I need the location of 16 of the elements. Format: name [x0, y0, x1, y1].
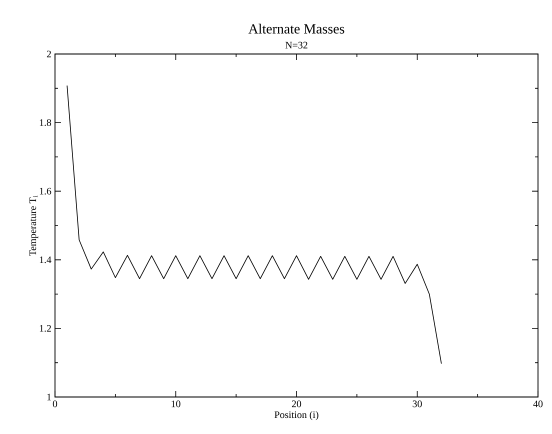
- y-tick-label: 2: [46, 50, 51, 58]
- chart-title: Alternate Masses: [248, 24, 344, 34]
- x-tick-label: 40: [533, 400, 543, 408]
- x-axis-title: Position (i): [274, 411, 318, 420]
- x-tick-label: 10: [172, 400, 180, 408]
- y-tick-label: 1: [47, 394, 51, 400]
- x-tick-label: 20: [292, 400, 302, 408]
- chart-subtitle: N=32: [285, 42, 308, 48]
- y-tick-label: 1.8: [40, 119, 52, 126]
- y-tick-label: 1.4: [40, 256, 52, 264]
- y-axis-title: Temperature T$_{i}$: [30, 196, 38, 256]
- x-tick-label: 0: [52, 400, 58, 408]
- y-tick-label: 1.6: [40, 188, 52, 195]
- line-series: [66, 85, 442, 364]
- y-tick-label: 1.2: [40, 325, 51, 332]
- x-tick-label: 30: [412, 400, 422, 408]
